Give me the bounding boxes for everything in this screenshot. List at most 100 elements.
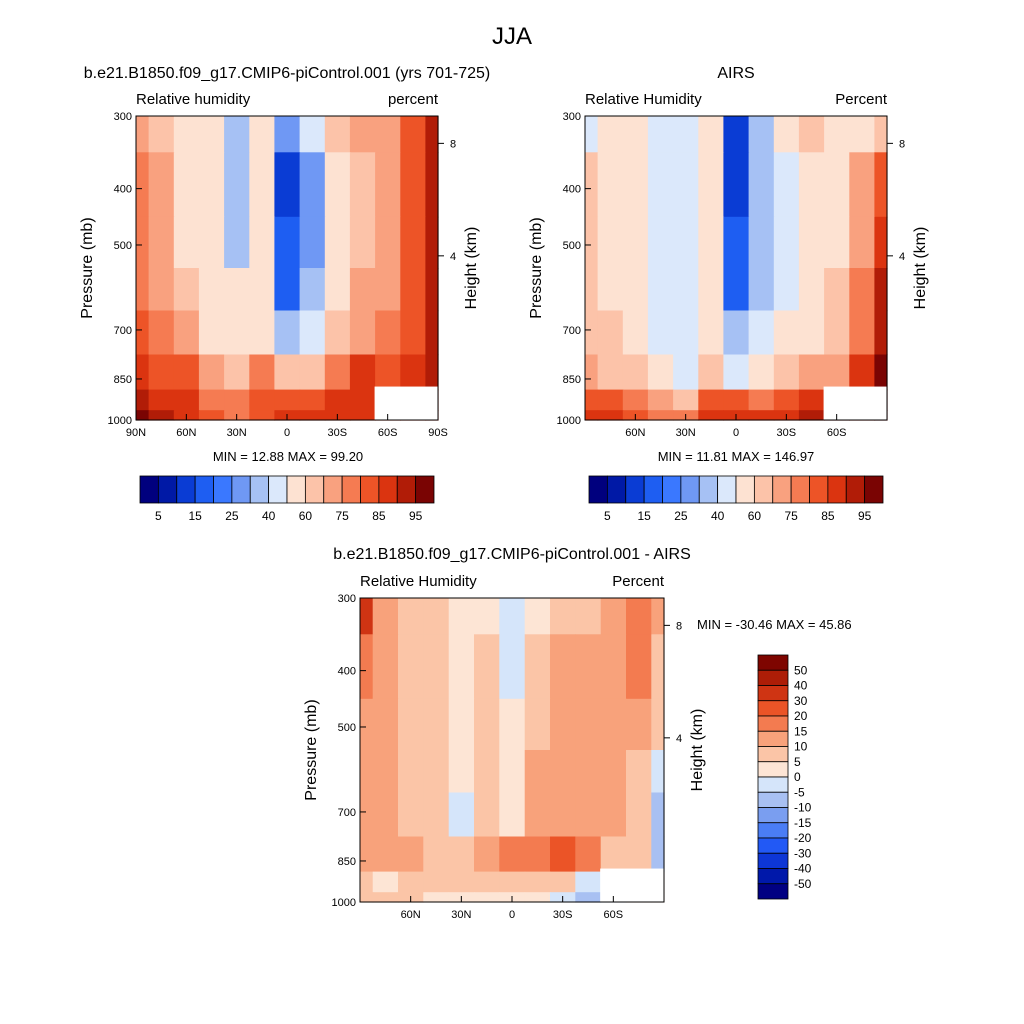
height-tick-label: 8 — [899, 138, 905, 150]
heatmap-cell — [148, 268, 175, 312]
height-tick-label: 8 — [676, 620, 682, 632]
heatmap-cell — [499, 598, 526, 635]
heatmap-cell — [372, 792, 399, 838]
min-max-text: MIN = 12.88 MAX = 99.20 — [213, 449, 363, 464]
heatmap-cell — [398, 634, 424, 700]
colorbar-label: 15 — [794, 724, 808, 738]
heatmap-cell — [824, 268, 850, 312]
y-tick-label: 700 — [114, 325, 132, 337]
heatmap-cell — [148, 116, 175, 153]
heatmap-cell — [585, 310, 599, 356]
heatmap-cell — [474, 871, 500, 893]
heatmap-cell — [575, 892, 602, 903]
heatmap-cell — [673, 152, 699, 218]
heatmap-cell — [148, 152, 175, 218]
colorbar-swatch — [286, 475, 306, 504]
heatmap-cell — [136, 410, 150, 421]
colorbar-swatch — [757, 685, 789, 702]
heatmap-cell — [423, 598, 450, 635]
heatmap-cell — [647, 152, 674, 218]
heatmap-cell — [575, 698, 602, 751]
heatmap-cell — [474, 792, 500, 838]
heatmap-cell — [647, 116, 674, 153]
heatmap-cell — [849, 354, 876, 391]
airs-panel: 300 400 500 700 850 1000 60N 30N 0 30S 60S 8 4 AIRS Re… — [528, 65, 929, 523]
heatmap-cell — [748, 268, 775, 312]
heatmap-cell — [360, 634, 374, 700]
heatmap-cell — [360, 698, 374, 751]
heatmap-cell — [748, 389, 775, 411]
heatmap-cell — [198, 216, 225, 269]
x-tick-label: 60S — [378, 427, 398, 439]
heatmap-cell — [224, 389, 250, 411]
heatmap-cell — [372, 634, 399, 700]
heatmap-cell — [423, 871, 450, 893]
heatmap-cell — [249, 410, 276, 421]
heatmap-cell — [600, 634, 627, 700]
x-tick-label: 60S — [827, 427, 847, 439]
colorbar-label: 15 — [188, 509, 202, 523]
heatmap-cell — [575, 836, 602, 873]
heatmap-cell — [585, 410, 599, 421]
heatmap-cell — [673, 116, 699, 153]
heatmap-cell — [136, 116, 150, 153]
heatmap-cell — [647, 410, 674, 421]
heatmap-cell — [550, 598, 576, 635]
heatmap-cell — [448, 750, 475, 794]
heatmap-cell — [597, 354, 624, 391]
colorbar-swatch — [757, 837, 789, 854]
heatmap-cell — [824, 354, 850, 391]
heatmap-cell — [651, 698, 665, 751]
heatmap-cell — [585, 354, 599, 391]
heatmap-cell — [148, 216, 175, 269]
heatmap-cell — [375, 268, 401, 312]
heatmap-cell — [673, 389, 699, 411]
heatmap-cell — [324, 389, 351, 411]
heatmap-cell — [173, 268, 200, 312]
colorbar-swatch — [757, 669, 789, 686]
x-tick-label: 90S — [428, 427, 448, 439]
heatmap-cell — [748, 116, 775, 153]
heatmap-cell — [651, 750, 665, 794]
colorbar-label: 25 — [225, 509, 239, 523]
heatmap-cell — [324, 152, 351, 218]
heatmap-cell — [622, 268, 649, 312]
heatmap-cell — [375, 116, 401, 153]
heatmap-cell — [474, 598, 500, 635]
heatmap-cell — [773, 152, 800, 218]
heatmap-cell — [448, 871, 475, 893]
colorbar-label: 5 — [794, 755, 801, 769]
heatmap-cell — [299, 389, 326, 411]
heatmap-cell — [148, 354, 175, 391]
y-tick-label: 300 — [338, 593, 356, 605]
heatmap-cell — [224, 354, 250, 391]
colorbar-swatch — [757, 746, 789, 763]
heatmap-cell — [349, 216, 376, 269]
colorbar-label: 95 — [409, 509, 423, 523]
heatmap-cell — [360, 792, 374, 838]
colorbar-label: -50 — [794, 877, 812, 891]
variable-label: Relative Humidity — [585, 91, 702, 108]
heatmap-cell — [224, 116, 250, 153]
heatmap-cell — [398, 750, 424, 794]
heatmap-cell — [673, 354, 699, 391]
x-tick-label: 30N — [451, 909, 471, 921]
heatmap-cell — [299, 268, 326, 312]
heatmap-cell — [173, 216, 200, 269]
heatmap-cell — [400, 116, 427, 153]
heatmap-cell — [136, 389, 150, 411]
y-tick-label: 300 — [114, 111, 132, 123]
heatmap-cell — [372, 750, 399, 794]
colorbar-label: 30 — [794, 694, 808, 708]
panel-title: AIRS — [717, 65, 754, 82]
heatmap-cell — [249, 216, 276, 269]
heatmap-cell — [622, 152, 649, 218]
heatmap-cell — [550, 792, 576, 838]
colorbar-label: 75 — [335, 509, 349, 523]
heatmap-cell — [600, 836, 627, 873]
heatmap-cell — [798, 216, 825, 269]
heatmap-cell — [723, 389, 750, 411]
colorbar-swatch — [268, 475, 288, 504]
heatmap-cell — [626, 750, 652, 794]
heatmap-cell — [423, 892, 450, 903]
